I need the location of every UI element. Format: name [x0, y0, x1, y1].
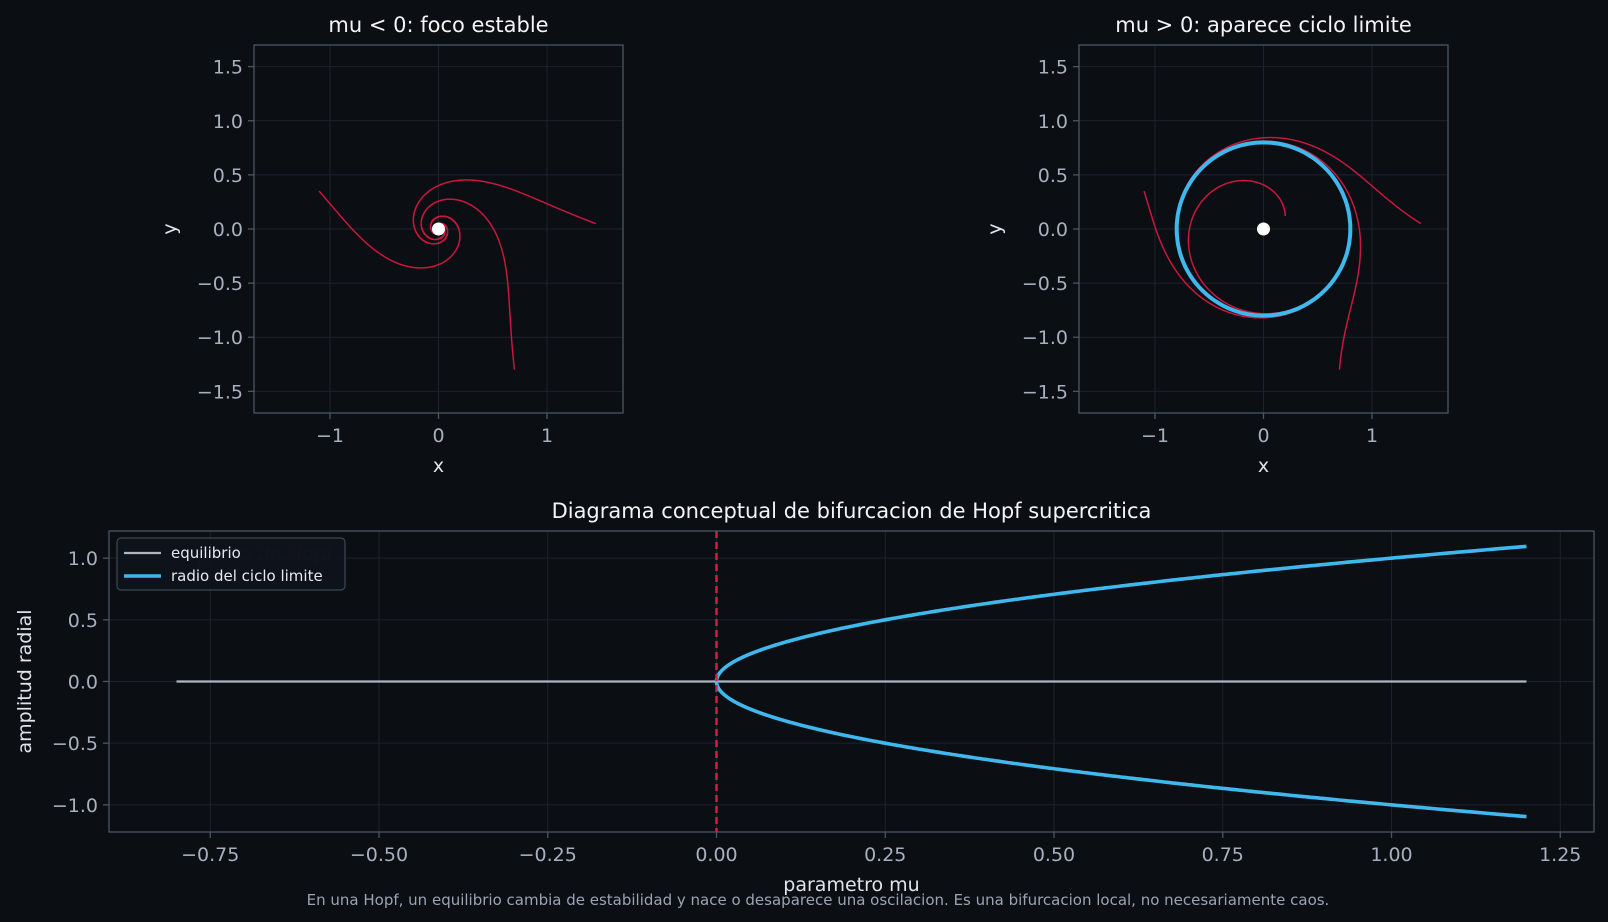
legend-box	[116, 537, 346, 591]
gridlines	[1079, 45, 1448, 413]
x-tick-label: 1.25	[1539, 844, 1581, 866]
chart-1: −1 0 1 1.5 1.0 0.5 0.0 −0.5 −1.0 −1.5 mu < 0: foco…	[159, 13, 624, 477]
plot-frame	[108, 530, 1595, 833]
x-tick-label: 0.75	[1202, 844, 1244, 866]
x-tick-label: 0	[432, 425, 444, 447]
y-tick-label: 1.5	[1038, 57, 1068, 79]
plot-frame	[1078, 44, 1449, 414]
equilibrium-point	[432, 222, 445, 236]
x-axis-label: x	[1258, 455, 1269, 477]
chart-title: Diagrama conceptual de bifurcacion de Ho…	[552, 499, 1152, 523]
legend-label-equilibrio: equilibrio	[171, 544, 241, 562]
y-tick-label: 1.0	[213, 111, 243, 133]
y-tick-label: 1.5	[213, 57, 243, 79]
x-tick-label: 0	[1257, 425, 1269, 447]
y-tick-label: −0.5	[52, 733, 98, 755]
x-tick-label: 0.25	[864, 844, 906, 866]
y-tick-label: −1.5	[197, 381, 243, 403]
x-axis-label: parametro mu	[783, 874, 919, 896]
x-tick-label: −0.75	[181, 844, 239, 866]
y-tick-label: 0.0	[213, 219, 243, 241]
limit-cycle	[1174, 140, 1353, 318]
legend-label-ciclo: radio del ciclo limite	[171, 567, 323, 585]
y-axis-label: y	[159, 223, 181, 234]
chart-3: −0.75 −0.50 −0.25 0.00 0.25 0.50 0.75 1.00 1.25 1…	[14, 499, 1595, 896]
chart-2: −1 0 1 1.5 1.0 0.5 0.0 −0.5 −1.0 −1.5 mu > 0: apar…	[984, 13, 1449, 477]
chart-title: mu < 0: foco estable	[328, 13, 548, 37]
y-tick-label: −1.0	[197, 327, 243, 349]
x-axis-label: x	[433, 455, 444, 477]
y-tick-label: 1.0	[1038, 111, 1068, 133]
y-tick-label: 0.0	[1038, 219, 1068, 241]
y-tick-label: 0.0	[68, 672, 98, 694]
x-tick-label: −1	[316, 425, 344, 447]
y-tick-label: −1.0	[1022, 327, 1068, 349]
x-tick-label: 1.00	[1370, 844, 1412, 866]
legend: equilibrio radio del ciclo limite	[116, 537, 346, 591]
y-axis-label: amplitud radial	[14, 609, 36, 753]
x-tick-label: 0.50	[1033, 844, 1075, 866]
y-tick-label: −0.5	[1022, 273, 1068, 295]
x-tick-label: 0.00	[695, 844, 737, 866]
trajectories	[1143, 136, 1422, 370]
limit-cycle-branch-lower	[714, 681, 1527, 819]
y-axis-label: y	[984, 223, 1006, 234]
y-tick-label: −1.0	[52, 795, 98, 817]
y-tick-label: −0.5	[197, 273, 243, 295]
footnote: En una Hopf, un equilibrio cambia de est…	[307, 891, 1330, 909]
equilibrium-point	[1257, 222, 1270, 236]
x-tick-label: −1	[1141, 425, 1169, 447]
x-tick-label: −0.25	[519, 844, 577, 866]
chart-title: mu > 0: aparece ciclo limite	[1115, 13, 1412, 37]
x-tick-label: −0.50	[350, 844, 408, 866]
x-tick-label: 1	[541, 425, 553, 447]
limit-cycle-branch-upper	[714, 544, 1527, 682]
y-tick-label: 0.5	[68, 610, 98, 632]
plot-frame	[253, 44, 624, 414]
y-tick-label: 0.5	[213, 165, 243, 187]
y-tick-label: 1.0	[68, 548, 98, 570]
y-tick-label: −1.5	[1022, 381, 1068, 403]
y-tick-label: 0.5	[1038, 165, 1068, 187]
x-tick-label: 1	[1366, 425, 1378, 447]
